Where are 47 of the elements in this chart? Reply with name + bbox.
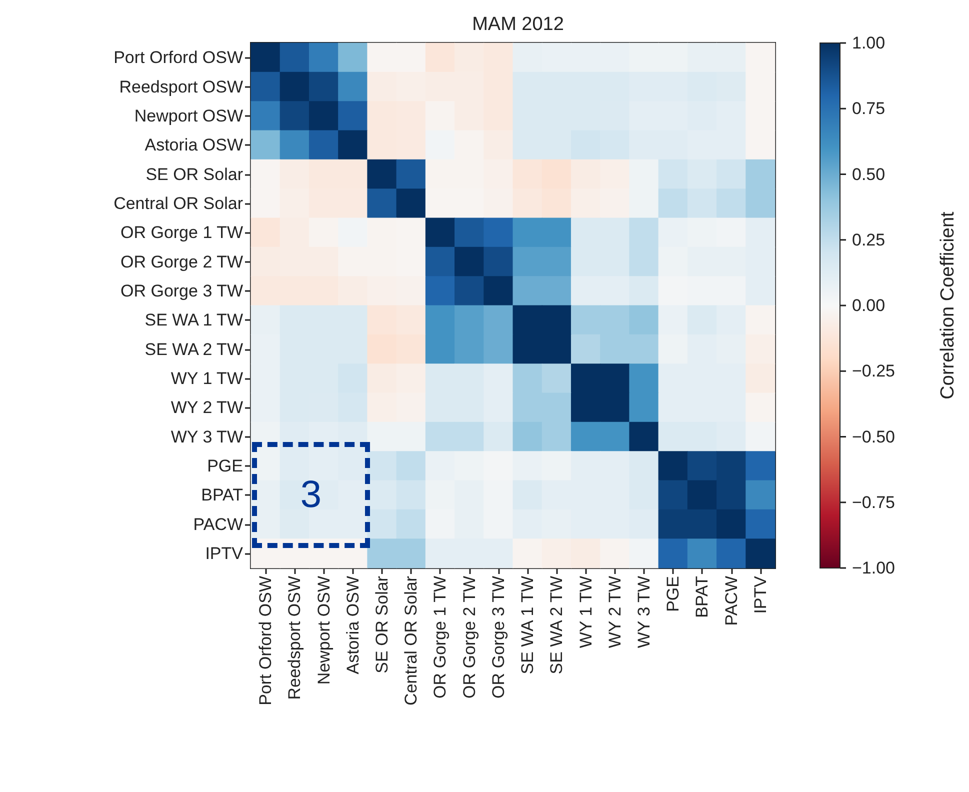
x-tick-label: Astoria OSW — [343, 576, 362, 674]
color-bar-label: 0.50 — [852, 164, 886, 184]
color-bar-title: Correlation Coefficient — [938, 210, 958, 400]
color-bar-label: −0.75 — [852, 492, 896, 512]
y-tick-label: Reedsport OSW — [119, 77, 243, 96]
x-tick-label: SE WA 2 TW — [547, 576, 566, 674]
y-tick-label: WY 2 TW — [170, 398, 243, 418]
x-tick-label: SE WA 1 TW — [518, 576, 538, 674]
chart-title: MAM 2012 — [472, 14, 564, 35]
color-bar-label: −0.25 — [852, 362, 896, 381]
annotation: 3 — [300, 474, 322, 516]
y-tick-label: OR Gorge 1 TW — [120, 223, 243, 242]
y-tick-label: WY 1 TW — [170, 368, 243, 388]
color-bar-label: −1.00 — [852, 558, 896, 578]
x-tick-label: OR Gorge 3 TW — [488, 576, 508, 698]
dashed-box: 3 — [252, 442, 370, 548]
x-tick-label: Central OR Solar — [402, 576, 421, 706]
x-tick-label: Newport OSW — [314, 576, 334, 685]
x-tick-label: OR Gorge 2 TW — [460, 576, 479, 698]
y-tick-label: Astoria OSW — [144, 136, 243, 155]
y-tick-label: Newport OSW — [134, 106, 243, 126]
y-tick-label: PACW — [193, 514, 243, 534]
y-tick-label: SE WA 1 TW — [144, 310, 243, 330]
x-tick-label: WY 2 TW — [605, 576, 624, 648]
y-tick-label: BPAT — [201, 486, 243, 505]
color-bar-label: 1.00 — [852, 34, 886, 52]
y-tick-label: IPTV — [205, 544, 244, 563]
x-tick-label: SE OR Solar — [372, 576, 392, 674]
color-bar-label: 0.25 — [852, 230, 886, 250]
y-tick-label: PGE — [207, 456, 243, 476]
y-tick-label: SE WA 2 TW — [144, 340, 243, 359]
color-bar-label: 0.00 — [852, 296, 886, 315]
x-tick-label: OR Gorge 1 TW — [430, 576, 450, 698]
x-tick-label: BPAT — [692, 576, 712, 618]
x-tick-label: WY 1 TW — [576, 576, 596, 648]
x-tick-label: WY 3 TW — [634, 576, 654, 648]
y-tick-label: Central OR Solar — [114, 194, 244, 213]
color-bar-label: 0.75 — [852, 99, 886, 118]
y-tick-label: Port Orford OSW — [114, 48, 243, 68]
y-tick-label: SE OR Solar — [146, 164, 244, 184]
x-tick-label: PACW — [722, 576, 741, 626]
x-tick-label: PGE — [664, 576, 683, 612]
y-tick-label: WY 3 TW — [170, 427, 243, 446]
x-tick-label: IPTV — [750, 575, 770, 614]
y-tick-label: OR Gorge 3 TW — [120, 281, 243, 300]
y-tick-label: OR Gorge 2 TW — [120, 252, 243, 272]
color-bar-label: −0.50 — [852, 427, 896, 446]
